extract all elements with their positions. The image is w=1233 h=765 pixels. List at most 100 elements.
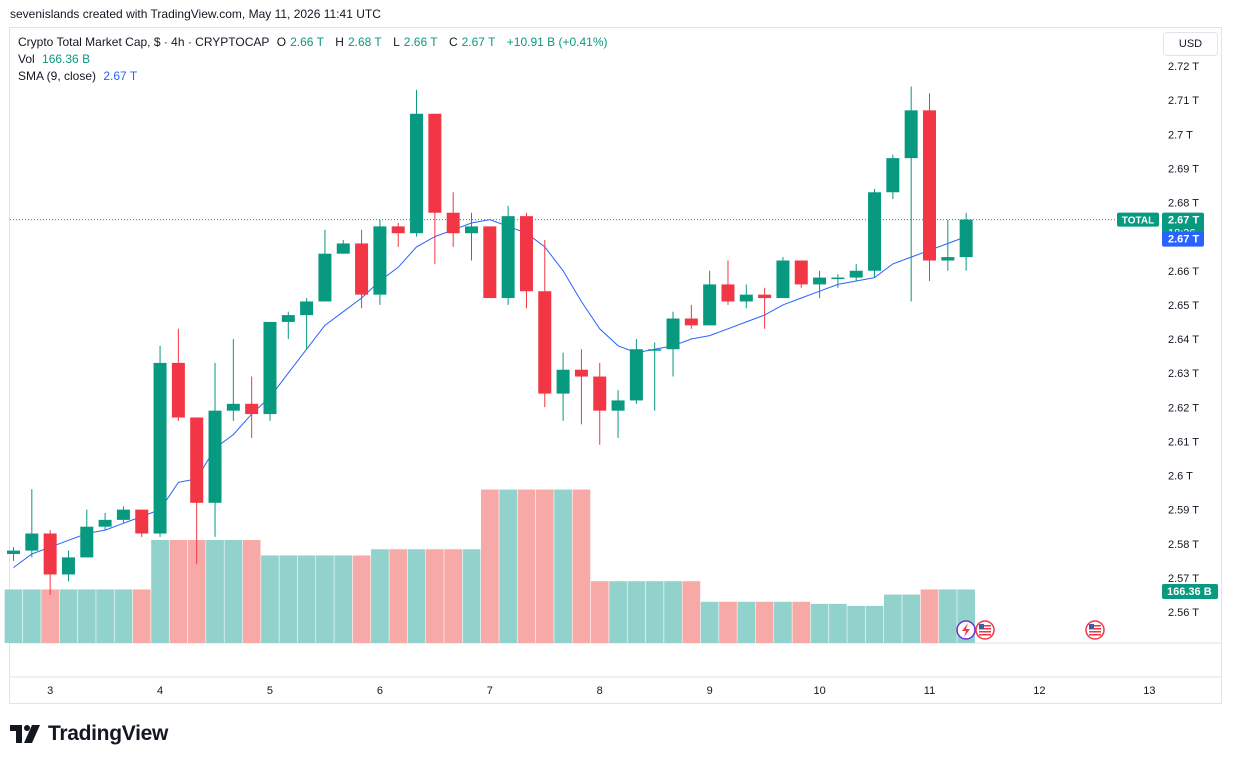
volume-bar [682, 581, 701, 643]
volume-bar [865, 605, 884, 643]
candle-body[interactable] [611, 400, 625, 411]
candle-body[interactable] [593, 376, 607, 411]
y-tick-label: 2.57 T [1168, 573, 1199, 585]
candle-body[interactable] [794, 260, 808, 285]
candle-body[interactable] [80, 526, 94, 558]
us-flag-canton [1089, 624, 1094, 629]
us-flag-icon[interactable] [1085, 620, 1105, 640]
volume-bar [151, 540, 169, 643]
candle-body[interactable] [574, 369, 588, 377]
candle-body[interactable] [428, 113, 442, 213]
candle-body[interactable] [776, 260, 790, 299]
candle-body[interactable] [904, 110, 918, 159]
sma-line [13, 219, 967, 569]
us-flag-icon[interactable] [975, 620, 995, 640]
volume-bar [41, 589, 59, 643]
x-tick-label: 12 [1033, 685, 1045, 697]
currency-button[interactable]: USD [1163, 32, 1218, 56]
candle-body[interactable] [171, 362, 185, 418]
symbol-tag-text: TOTAL [1122, 216, 1154, 227]
candle-body[interactable] [281, 315, 295, 322]
ohlc-high-label: H [335, 35, 344, 49]
candle-body[interactable] [666, 318, 680, 350]
x-tick-label: 13 [1143, 685, 1155, 697]
candle-body[interactable] [245, 403, 259, 415]
y-tick-label: 2.65 T [1168, 300, 1199, 312]
volume-bar [316, 555, 334, 643]
candle-body[interactable] [410, 113, 424, 234]
volume-bar [664, 581, 682, 643]
candle-body[interactable] [831, 277, 845, 280]
candle-body[interactable] [501, 216, 515, 299]
volume-bar [169, 540, 188, 643]
candle-body[interactable] [263, 321, 277, 415]
candle-body[interactable] [43, 533, 57, 575]
ohlc-open-value: 2.66 T [290, 35, 324, 49]
candle-body[interactable] [483, 226, 497, 299]
volume-bar [645, 581, 664, 643]
volume-bar [535, 489, 554, 643]
candle-body[interactable] [684, 318, 698, 326]
candle-body[interactable] [98, 519, 112, 527]
candle-body[interactable] [959, 219, 973, 258]
candle-body[interactable] [703, 284, 717, 326]
candle-body[interactable] [886, 158, 900, 193]
volume-bar [554, 489, 572, 643]
candle-body[interactable] [629, 349, 643, 401]
candle-body[interactable] [208, 410, 222, 503]
candle-body[interactable] [739, 294, 753, 302]
candle-body[interactable] [923, 110, 936, 261]
candle-body[interactable] [391, 226, 405, 234]
volume-bar [884, 594, 902, 643]
volume-bar [132, 589, 151, 643]
y-tick-label: 2.63 T [1168, 368, 1199, 380]
volume-bar [517, 489, 536, 643]
volume-bar [920, 589, 939, 643]
candle-body[interactable] [190, 417, 204, 503]
candle-body[interactable] [556, 369, 570, 394]
volume-bar [407, 549, 426, 643]
candle-body[interactable] [373, 226, 387, 295]
candle-body[interactable] [300, 301, 314, 316]
candle-body[interactable] [446, 212, 460, 234]
candle-body[interactable] [153, 362, 167, 534]
ohlc-close-value: 2.67 T [461, 35, 496, 49]
legend-sma-label[interactable]: SMA (9, close) [18, 69, 97, 83]
candle-body[interactable] [758, 294, 772, 299]
volume-bar [297, 555, 316, 643]
us-flag-stripe [979, 634, 991, 636]
legend-sma-value: 2.67 T [103, 69, 138, 83]
candle-body[interactable] [465, 226, 478, 234]
legend-ohlc-high: H 2.68 T [335, 35, 385, 49]
candle-body[interactable] [25, 533, 39, 551]
volume-bar [242, 540, 261, 643]
candle-body[interactable] [648, 349, 662, 351]
candle-body[interactable] [226, 403, 240, 411]
candle-body[interactable] [336, 243, 350, 254]
x-tick-label: 10 [813, 685, 825, 697]
candle-body[interactable] [813, 277, 827, 285]
volume-bar [609, 581, 627, 643]
candle-body[interactable] [849, 270, 863, 278]
y-tick-label: 2.58 T [1168, 539, 1199, 551]
candle-body[interactable] [355, 243, 369, 295]
candle-body[interactable] [7, 550, 20, 554]
candle-body[interactable] [941, 257, 955, 261]
candle-body[interactable] [135, 509, 149, 534]
legend-symbol[interactable]: Crypto Total Market Cap, $ · 4h · CRYPTO… [18, 35, 270, 49]
candle-body[interactable] [61, 557, 75, 575]
candle-body[interactable] [116, 509, 130, 520]
volume-bar [77, 589, 96, 643]
candle-body[interactable] [721, 284, 735, 302]
symbol-tag [1117, 212, 1159, 227]
candle-body[interactable] [519, 216, 533, 292]
legend-ohlc-low: L 2.66 T [393, 35, 442, 49]
volume-bar [59, 589, 78, 643]
candle-body[interactable] [868, 192, 882, 271]
candle-body[interactable] [538, 291, 552, 394]
legend-vol-label[interactable]: Vol [18, 52, 35, 66]
volume-bar [462, 549, 481, 643]
candle-body[interactable] [318, 253, 332, 302]
legend-volume-row: Vol 166.36 B [18, 52, 94, 66]
